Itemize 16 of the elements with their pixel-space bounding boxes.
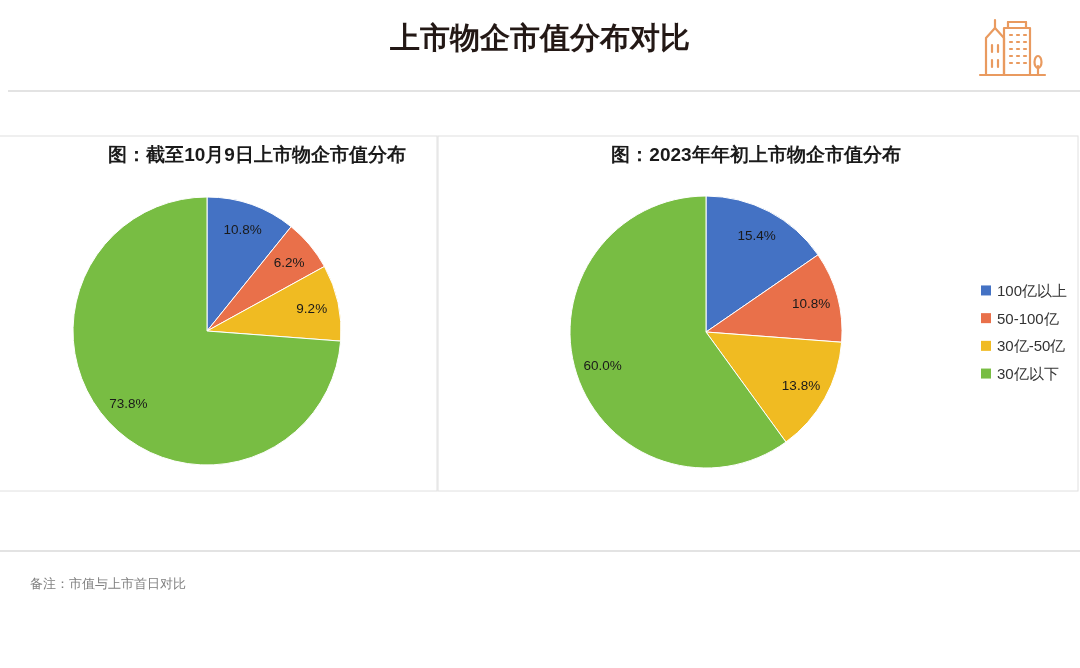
- data-label: 60.0%: [583, 358, 622, 374]
- data-label: 73.8%: [109, 396, 148, 412]
- title: 上市物企市值分布对比: [390, 21, 690, 54]
- legend-label: 50-100亿: [997, 309, 1059, 327]
- data-label: 9.2%: [296, 300, 328, 316]
- chart-title: 图：截至10月9日上市物企市值分布: [108, 144, 406, 165]
- legend-label: 100亿以上: [997, 281, 1068, 299]
- annotation: 备注：市值与上市首日对比: [30, 577, 186, 591]
- data-label: 15.4%: [737, 228, 776, 244]
- legend-label: 30亿-50亿: [997, 337, 1066, 355]
- chart-title: 图：2023年年初上市物企市值分布: [611, 144, 901, 165]
- data-label: 10.8%: [223, 222, 262, 238]
- data-label: 10.8%: [791, 296, 831, 312]
- legend-label: 30亿以下: [997, 365, 1059, 383]
- data-label: 6.2%: [273, 254, 305, 270]
- data-label: 13.8%: [781, 377, 821, 393]
